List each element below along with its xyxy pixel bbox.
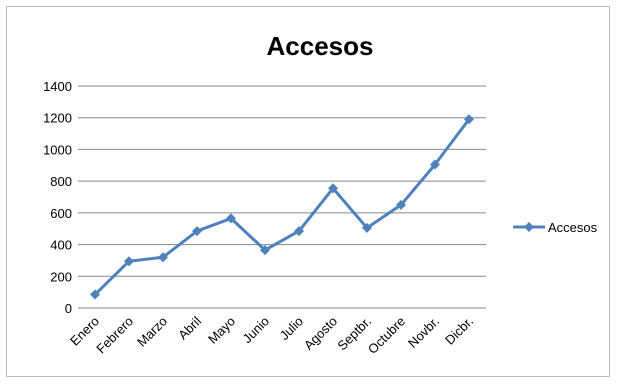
data-point <box>192 226 202 237</box>
x-tick-label: Octubre <box>365 314 408 357</box>
data-point <box>362 222 372 233</box>
y-tick-label: 1400 <box>43 79 72 94</box>
y-tick-label: 1200 <box>43 111 72 126</box>
data-point <box>430 159 440 170</box>
gridlines <box>78 85 486 277</box>
x-tick-label: Dicbr. <box>442 314 476 348</box>
y-tick-label: 400 <box>50 238 72 253</box>
y-tick-label: 600 <box>50 206 72 221</box>
chart-title: Accesos <box>267 31 374 61</box>
x-tick-label: Junio <box>240 314 273 347</box>
data-point <box>90 289 100 300</box>
x-tick-label: Novbr. <box>405 314 442 351</box>
data-point <box>260 245 270 256</box>
data-point <box>158 252 168 263</box>
data-point <box>328 183 338 194</box>
data-point <box>124 256 134 267</box>
chart-frame <box>6 6 610 377</box>
x-tick-label: Abril <box>175 313 204 342</box>
x-tick-label: Marzo <box>134 314 170 350</box>
legend-label: Accesos <box>548 220 598 235</box>
x-tick-label: Febrero <box>93 314 136 357</box>
series-group <box>90 114 474 300</box>
legend-marker <box>524 222 534 232</box>
y-tick-label: 800 <box>50 174 72 189</box>
x-tick-label: Julio <box>277 314 307 344</box>
data-point <box>396 199 406 210</box>
x-tick-label: Mayo <box>205 314 238 347</box>
data-point <box>294 226 304 237</box>
data-point <box>226 213 236 224</box>
y-tick-label: 0 <box>65 301 72 316</box>
data-point <box>464 114 474 125</box>
series-line <box>93 118 471 296</box>
y-axis-ticks: 0 200 400 600 800 1000 1200 1400 <box>43 79 72 316</box>
y-tick-label: 200 <box>50 269 72 284</box>
legend: Accesos <box>513 220 598 235</box>
y-tick-label: 1000 <box>43 142 72 157</box>
x-tick-label: Agosto <box>301 314 340 353</box>
